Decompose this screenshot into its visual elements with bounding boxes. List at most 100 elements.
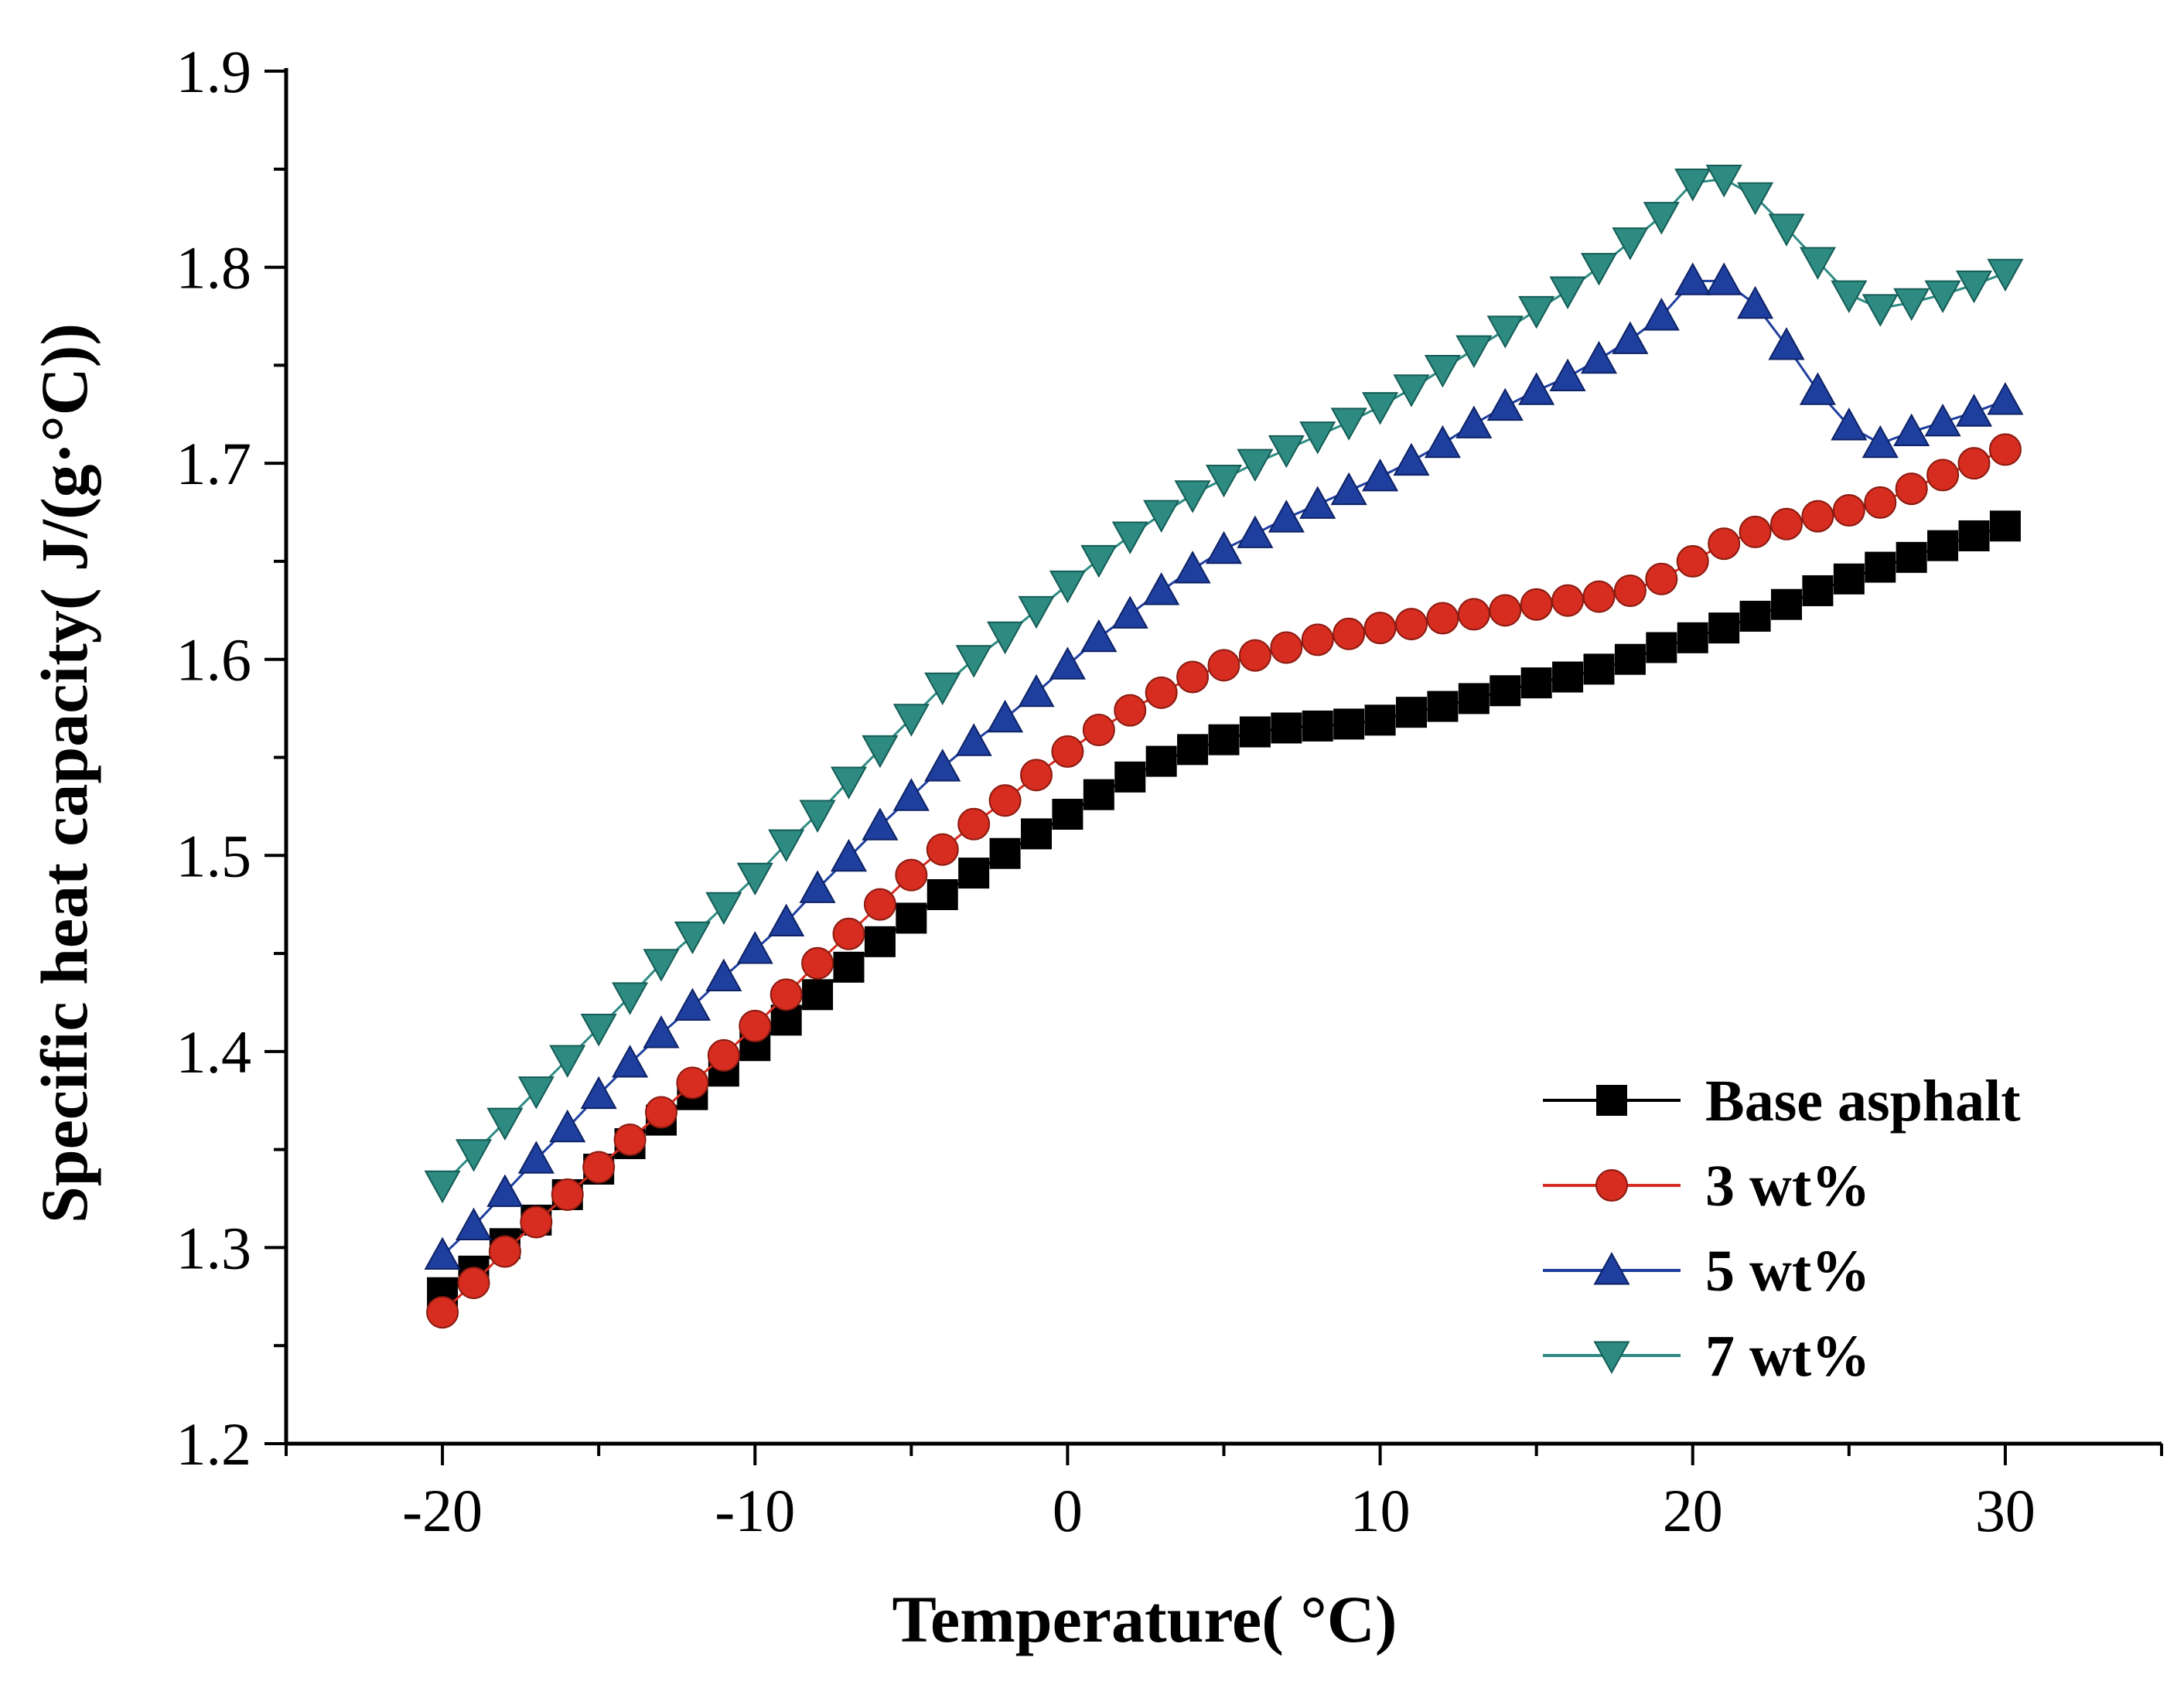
data-point xyxy=(1021,818,1052,850)
data-point xyxy=(1955,394,1993,427)
legend-item: 7 wt% xyxy=(1543,1324,1870,1389)
data-point xyxy=(892,778,930,811)
data-point xyxy=(1082,714,1115,746)
data-point xyxy=(1987,382,2024,415)
data-point xyxy=(1486,387,1524,421)
data-point xyxy=(1613,574,1647,607)
data-point xyxy=(1333,708,1365,740)
data-point xyxy=(1831,408,1868,441)
data-point xyxy=(705,892,742,926)
data-point xyxy=(768,829,805,862)
data-point xyxy=(1955,270,1993,304)
data-point xyxy=(1049,646,1086,680)
data-point xyxy=(768,903,805,936)
y-tick-label: 1.6 xyxy=(176,626,252,694)
data-point xyxy=(551,1178,584,1211)
data-point xyxy=(987,621,1024,655)
data-point xyxy=(1301,623,1334,656)
legend-item: 5 wt% xyxy=(1543,1239,1870,1304)
series-3-wt xyxy=(426,433,2022,1329)
data-point xyxy=(580,1013,617,1047)
y-tick-label: 1.3 xyxy=(176,1214,252,1281)
data-point xyxy=(1831,280,1868,313)
legend: Base asphalt 3 wt% 5 wt% 7 wt% xyxy=(1543,1069,2021,1389)
y-tick-label: 1.5 xyxy=(176,822,252,889)
data-point xyxy=(1174,551,1211,584)
data-point xyxy=(926,879,958,910)
legend-label: 5 wt% xyxy=(1705,1239,1870,1304)
data-point xyxy=(1174,480,1211,513)
data-point xyxy=(1330,472,1367,506)
data-point xyxy=(1427,691,1459,722)
data-point xyxy=(705,958,742,991)
data-point xyxy=(1612,321,1649,354)
data-point xyxy=(1989,510,2021,542)
legend-marker xyxy=(1593,1252,1630,1285)
legend-label: 3 wt% xyxy=(1705,1154,1870,1219)
series-7-wt xyxy=(424,164,2024,1204)
data-point xyxy=(1333,617,1366,650)
data-point xyxy=(643,949,680,982)
data-point xyxy=(864,926,896,957)
data-point xyxy=(643,1015,680,1049)
data-point xyxy=(1549,358,1586,392)
data-point xyxy=(1238,639,1271,672)
data-point xyxy=(457,1267,490,1300)
data-point xyxy=(1893,288,1930,322)
data-point xyxy=(488,1235,521,1268)
data-point xyxy=(1518,295,1555,329)
series-line xyxy=(442,177,2006,1186)
data-point xyxy=(645,1096,677,1129)
data-point xyxy=(1268,435,1305,469)
data-point xyxy=(926,833,959,866)
data-point xyxy=(1737,182,1774,216)
data-point xyxy=(1080,544,1118,578)
data-point xyxy=(455,1207,493,1241)
data-point xyxy=(613,1123,647,1156)
data-point xyxy=(1580,340,1618,374)
data-point xyxy=(1924,280,1961,313)
data-point xyxy=(1987,258,2024,292)
data-point xyxy=(802,979,834,1011)
data-point xyxy=(1114,694,1147,727)
data-point xyxy=(799,800,836,833)
data-point xyxy=(1393,442,1430,476)
data-point xyxy=(1677,622,1708,653)
data-point xyxy=(1552,661,1584,693)
data-point xyxy=(1145,745,1177,777)
x-tick-label: -10 xyxy=(715,1477,795,1544)
data-point xyxy=(520,1205,553,1239)
data-point xyxy=(862,807,899,841)
data-point xyxy=(832,917,865,950)
data-point xyxy=(1270,631,1303,664)
data-point xyxy=(958,858,990,889)
data-point xyxy=(1705,262,1742,295)
x-tick-label: 30 xyxy=(1975,1477,2036,1544)
data-point xyxy=(1770,507,1803,541)
data-point xyxy=(1771,588,1802,620)
data-point xyxy=(612,982,649,1015)
data-point xyxy=(1237,515,1274,548)
data-point xyxy=(896,902,927,934)
data-point xyxy=(424,1236,461,1270)
data-point xyxy=(957,807,991,841)
data-point xyxy=(924,749,961,782)
data-point xyxy=(1768,327,1805,360)
legend-marker xyxy=(1593,1341,1630,1374)
data-point xyxy=(1299,486,1336,519)
data-point xyxy=(1832,494,1865,527)
y-tick-label: 1.4 xyxy=(176,1018,252,1086)
data-point xyxy=(1143,500,1180,533)
x-tick-label: 10 xyxy=(1350,1477,1411,1544)
data-point xyxy=(1799,247,1836,280)
data-point xyxy=(1207,649,1240,682)
data-point xyxy=(549,1109,586,1143)
data-point xyxy=(486,1174,524,1207)
data-point xyxy=(1114,761,1146,793)
data-point xyxy=(1364,704,1396,736)
data-point xyxy=(1143,572,1180,605)
data-point xyxy=(1302,710,1333,742)
data-point xyxy=(1705,164,1742,198)
data-point xyxy=(1739,515,1772,548)
data-point xyxy=(517,1141,555,1174)
